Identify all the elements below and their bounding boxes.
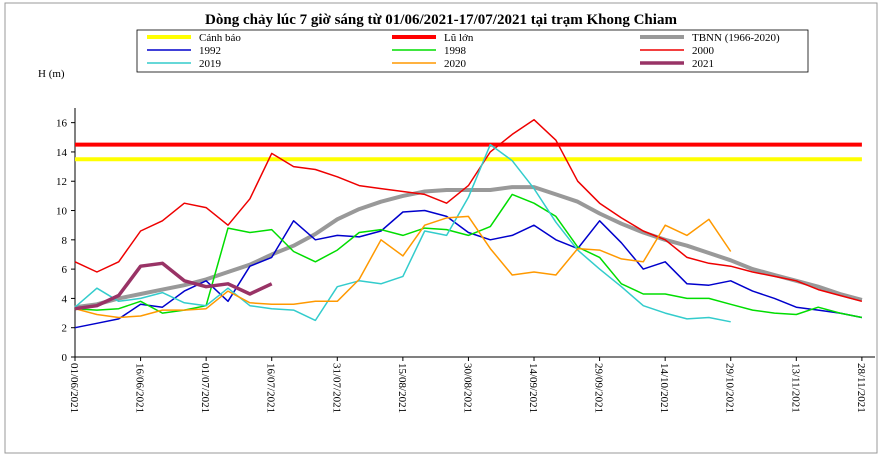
series-line — [74, 185, 863, 310]
y-tick-label: 12 — [56, 176, 67, 188]
legend-label: TBNN (1966-2020) — [692, 32, 780, 44]
y-tick-label: 10 — [56, 206, 68, 218]
x-tick-label: 01/06/2021 — [68, 363, 80, 413]
y-tick-label: 0 — [62, 352, 68, 364]
legend-label: 2019 — [199, 58, 222, 70]
x-tick-label: 31/07/2021 — [330, 363, 342, 413]
legend-label: 2021 — [692, 58, 714, 70]
x-tick-label: 29/10/2021 — [724, 363, 736, 413]
x-tick-label: 30/08/2021 — [461, 363, 473, 413]
chart-title: Dòng chảy lúc 7 giờ sáng từ 01/06/2021-1… — [205, 12, 677, 28]
y-tick-label: 16 — [56, 118, 68, 130]
series-line — [74, 118, 863, 303]
x-tick-label: 16/06/2021 — [134, 363, 146, 413]
x-tick-label: 16/07/2021 — [265, 363, 277, 413]
legend-label: 1992 — [199, 45, 221, 57]
y-axis-label: H (m) — [38, 68, 65, 80]
legend-label: Cảnh báo — [199, 32, 241, 44]
frame — [4, 2, 878, 454]
x-tick-label: 14/10/2021 — [658, 363, 670, 413]
y-tick-label: 4 — [62, 293, 68, 305]
series-line — [74, 143, 731, 323]
x-tick-label: 13/11/2021 — [789, 363, 801, 413]
y-tick-label: 8 — [62, 235, 68, 247]
legend-label: Lũ lớn — [444, 32, 474, 44]
y-tick-label: 14 — [56, 147, 68, 159]
legend-label: 2000 — [692, 45, 715, 57]
x-tick-label: 15/08/2021 — [396, 363, 408, 413]
x-tick-label: 28/11/2021 — [855, 363, 867, 413]
x-tick-label: 14/09/2021 — [527, 363, 539, 413]
x-tick-label: 29/09/2021 — [593, 363, 605, 413]
y-tick-label: 6 — [62, 264, 68, 276]
x-tick-label: 01/07/2021 — [199, 363, 211, 413]
series-line — [74, 261, 273, 311]
series-line — [74, 215, 732, 319]
y-tick-label: 2 — [62, 323, 68, 335]
series-line — [74, 209, 863, 329]
legend-label: 1998 — [444, 45, 467, 57]
legend-label: 2020 — [444, 58, 467, 70]
legend — [136, 29, 809, 73]
